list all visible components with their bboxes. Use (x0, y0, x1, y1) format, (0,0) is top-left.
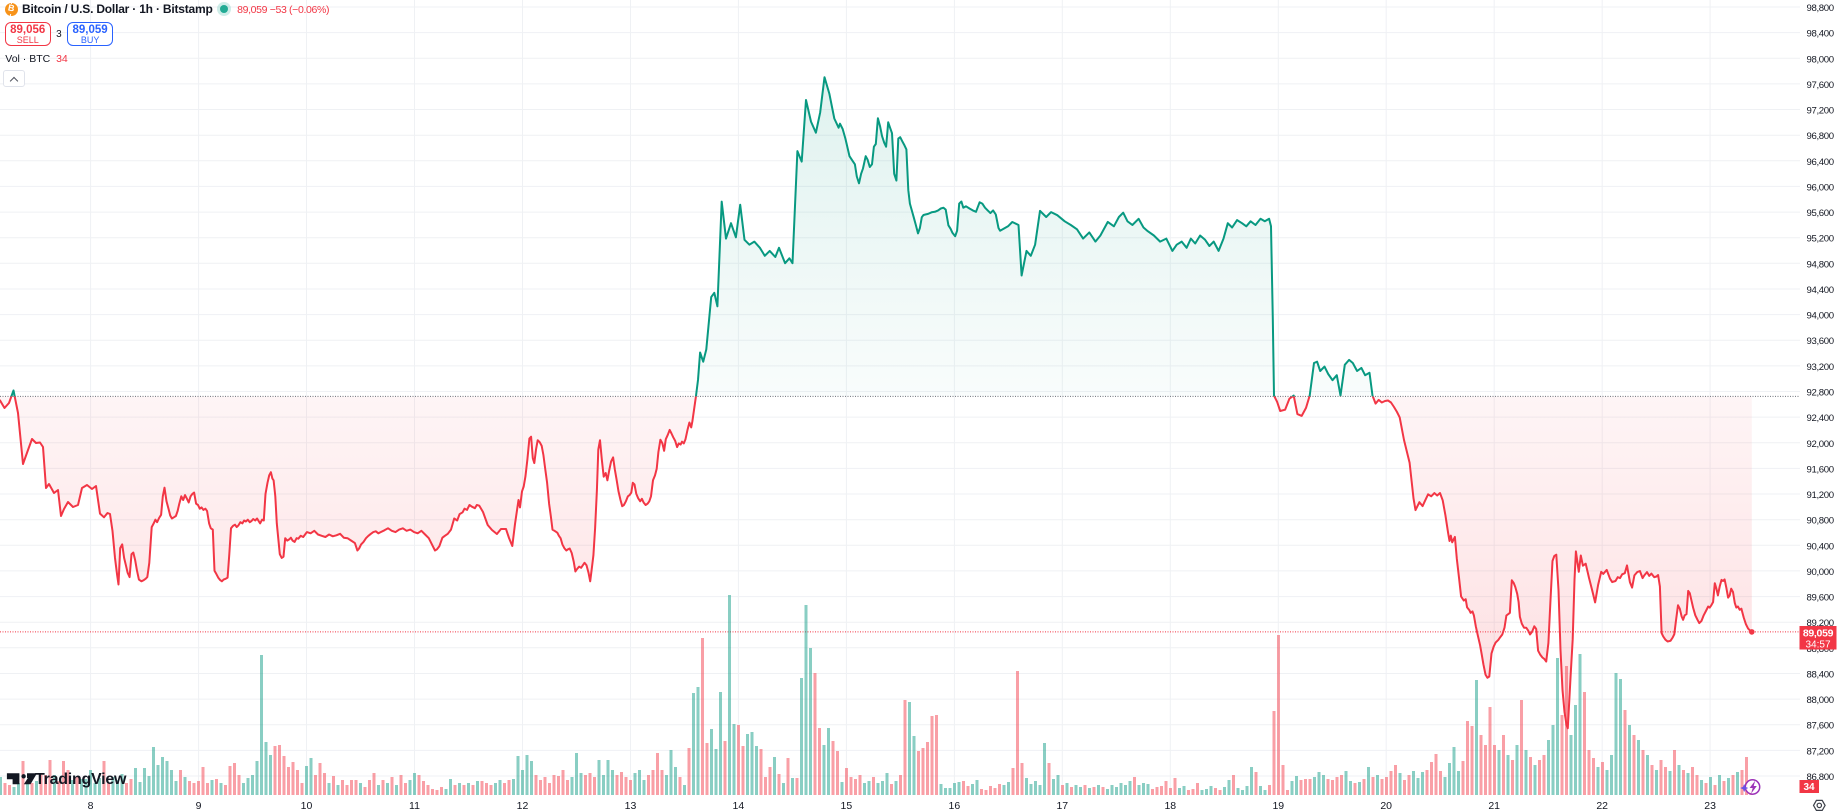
svg-text:9: 9 (196, 800, 202, 812)
svg-text:23: 23 (1704, 800, 1716, 812)
svg-text:15: 15 (841, 800, 853, 812)
svg-text:12: 12 (517, 800, 529, 812)
svg-text:90,000: 90,000 (1807, 567, 1834, 578)
svg-text:34:57: 34:57 (1805, 640, 1830, 651)
svg-text:14: 14 (733, 800, 745, 812)
svg-text:34: 34 (1803, 782, 1815, 793)
svg-text:89,059: 89,059 (1803, 628, 1834, 640)
svg-text:92,000: 92,000 (1807, 439, 1834, 450)
svg-text:92,800: 92,800 (1807, 388, 1834, 399)
svg-text:86,800: 86,800 (1807, 772, 1834, 783)
svg-text:97,600: 97,600 (1807, 80, 1834, 91)
svg-text:87,600: 87,600 (1807, 721, 1834, 732)
svg-text:92,400: 92,400 (1807, 413, 1834, 424)
svg-text:93,200: 93,200 (1807, 362, 1834, 373)
svg-text:22: 22 (1596, 800, 1608, 812)
svg-text:19: 19 (1272, 800, 1284, 812)
svg-text:8: 8 (88, 800, 94, 812)
svg-text:87,200: 87,200 (1807, 746, 1834, 757)
svg-text:94,400: 94,400 (1807, 285, 1834, 296)
svg-text:98,800: 98,800 (1807, 3, 1834, 14)
svg-text:94,800: 94,800 (1807, 259, 1834, 270)
svg-text:17: 17 (1056, 800, 1068, 812)
svg-text:91,200: 91,200 (1807, 490, 1834, 501)
svg-text:96,000: 96,000 (1807, 182, 1834, 193)
svg-text:20: 20 (1380, 800, 1392, 812)
svg-text:16: 16 (949, 800, 961, 812)
svg-text:91,600: 91,600 (1807, 464, 1834, 475)
svg-text:90,800: 90,800 (1807, 516, 1834, 527)
svg-text:96,400: 96,400 (1807, 157, 1834, 168)
svg-text:10: 10 (301, 800, 313, 812)
svg-text:96,800: 96,800 (1807, 131, 1834, 142)
svg-text:90,400: 90,400 (1807, 541, 1834, 552)
svg-text:18: 18 (1164, 800, 1176, 812)
svg-text:95,600: 95,600 (1807, 208, 1834, 219)
svg-text:21: 21 (1488, 800, 1500, 812)
svg-text:89,600: 89,600 (1807, 593, 1834, 604)
svg-text:97,200: 97,200 (1807, 106, 1834, 117)
svg-text:89,200: 89,200 (1807, 618, 1834, 629)
svg-text:95,200: 95,200 (1807, 234, 1834, 245)
svg-text:13: 13 (625, 800, 637, 812)
svg-text:94,000: 94,000 (1807, 311, 1834, 322)
svg-text:TradingView: TradingView (35, 771, 127, 788)
svg-text:98,000: 98,000 (1807, 54, 1834, 65)
svg-text:88,000: 88,000 (1807, 695, 1834, 706)
svg-text:98,400: 98,400 (1807, 29, 1834, 40)
svg-text:93,600: 93,600 (1807, 336, 1834, 347)
svg-text:88,400: 88,400 (1807, 670, 1834, 681)
svg-text:11: 11 (409, 800, 420, 812)
